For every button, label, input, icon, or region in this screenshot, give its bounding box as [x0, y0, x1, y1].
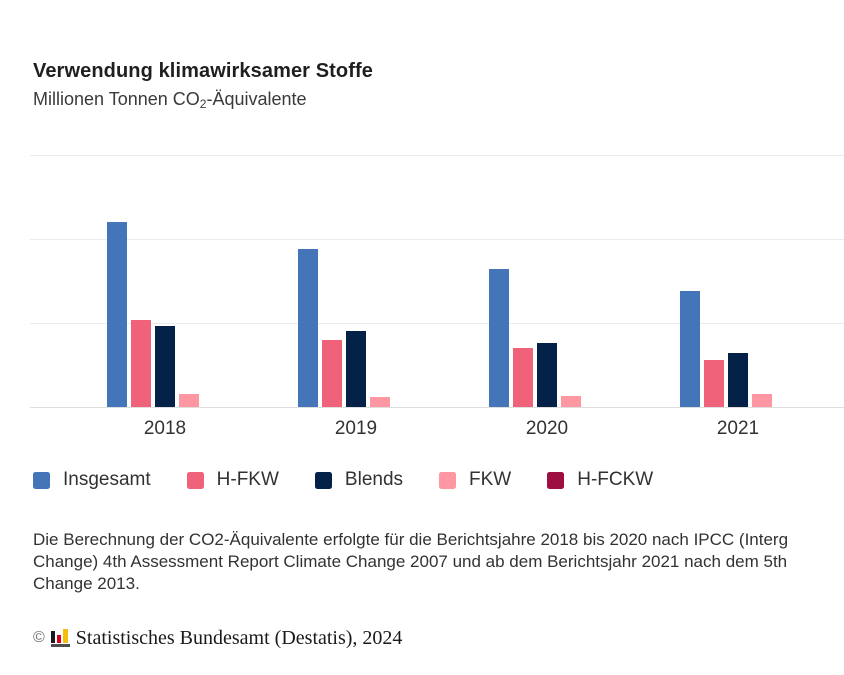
subtitle-subscript: 2: [199, 97, 207, 111]
legend-swatch-icon: [547, 471, 565, 489]
footnote-line: Change) 4th Assessment Report Climate Ch…: [33, 552, 788, 571]
legend: Insgesamt H-FKW Blends FKW H-FCKW: [33, 469, 653, 491]
bar-blends-2020: [537, 343, 557, 407]
bar-insgesamt-2020: [489, 269, 509, 407]
legend-label: Insgesamt: [63, 469, 151, 490]
legend-swatch-icon: [439, 471, 457, 489]
chart-title: Verwendung klimawirksamer Stoffe: [33, 60, 373, 82]
legend-item-insgesamt: Insgesamt: [33, 469, 151, 491]
subtitle-suffix: -Äquivalente: [206, 89, 307, 109]
bar-blends-2021: [728, 353, 748, 407]
gridline-y-10: [30, 239, 844, 240]
legend-item-h-fkw: H-FKW: [186, 469, 279, 491]
legend-item-blends: Blends: [314, 469, 404, 491]
destatis-logo-icon: [50, 627, 70, 647]
bar-fkw-2021: [752, 394, 772, 407]
subtitle-prefix: Millionen Tonnen CO: [33, 89, 200, 109]
bar-h-fkw-2018: [131, 320, 151, 407]
legend-swatch-icon: [314, 471, 332, 489]
legend-swatch-icon: [33, 471, 50, 489]
legend-label: FKW: [469, 469, 512, 490]
copyright-line: © Statistisches Bundesamt (Destatis), 20…: [33, 627, 402, 648]
bar-insgesamt-2019: [298, 249, 318, 407]
bar-fkw-2020: [561, 396, 581, 407]
bar-h-fkw-2019: [322, 340, 342, 407]
copyright-text: Statistisches Bundesamt (Destatis), 2024: [75, 627, 403, 649]
x-axis-label-2019: 2019: [334, 418, 378, 439]
x-axis-label-2018: 2018: [143, 418, 187, 439]
legend-label: Blends: [344, 469, 404, 490]
x-axis-label-2021: 2021: [716, 418, 760, 439]
footnote-line: Change 2013.: [33, 574, 140, 593]
x-axis-label-2020: 2020: [525, 418, 569, 439]
plot-area: [30, 155, 844, 408]
footnote: Die Berechnung der CO2-Äquivalente erfol…: [33, 529, 844, 595]
bar-blends-2019: [346, 331, 366, 407]
legend-swatch-icon: [186, 471, 204, 489]
x-axis: 2018 2019 2020 2021: [0, 418, 844, 442]
bar-h-fkw-2020: [513, 348, 533, 407]
legend-item-fkw: FKW: [439, 469, 511, 491]
footnote-line: Die Berechnung der CO2-Äquivalente erfol…: [33, 530, 789, 549]
legend-item-h-fckw: H-FCKW: [547, 469, 653, 491]
legend-label: H-FCKW: [577, 469, 654, 490]
bar-insgesamt-2021: [680, 291, 700, 407]
bar-insgesamt-2018: [107, 222, 127, 407]
bar-fkw-2019: [370, 397, 390, 407]
legend-label: H-FKW: [216, 469, 279, 490]
gridline-y-15: [30, 155, 844, 156]
copyright-icon: ©: [33, 629, 45, 646]
bar-h-fkw-2021: [704, 360, 724, 407]
bar-blends-2018: [155, 326, 175, 407]
chart-subtitle: Millionen Tonnen CO2-Äquivalente: [33, 89, 307, 111]
gridline-y-5: [30, 323, 844, 324]
bar-fkw-2018: [179, 394, 199, 407]
